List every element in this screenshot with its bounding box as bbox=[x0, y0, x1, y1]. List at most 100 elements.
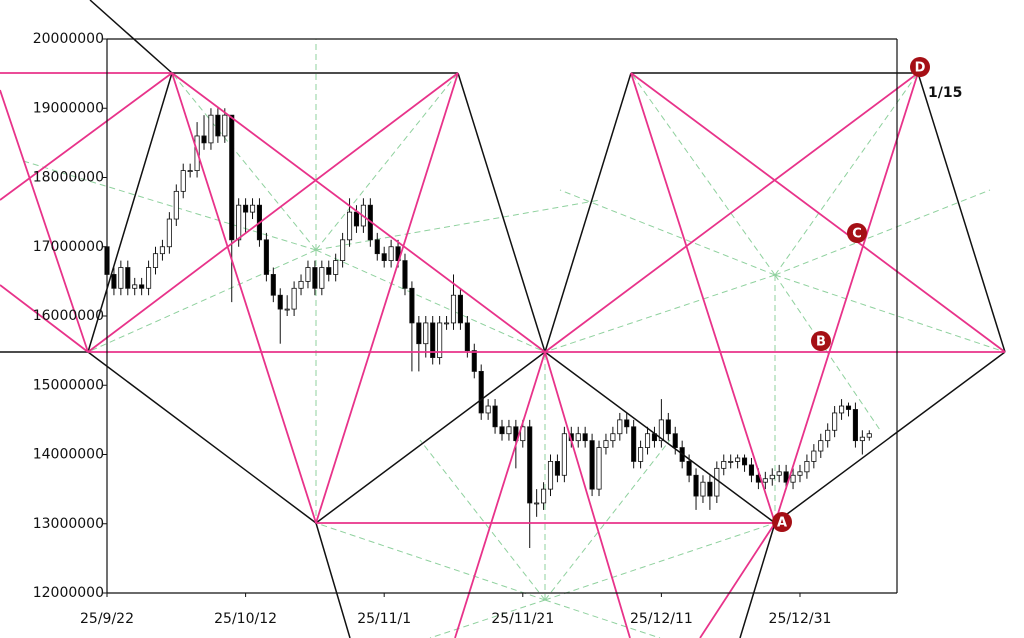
candle-body bbox=[818, 440, 824, 452]
candle-body bbox=[845, 405, 852, 410]
y-tick-label: 17000000 bbox=[33, 239, 104, 255]
y-tick-label: 15000000 bbox=[33, 377, 104, 393]
annotation-label: B bbox=[816, 335, 826, 350]
candle-body bbox=[305, 267, 311, 282]
candle-body bbox=[541, 488, 547, 504]
y-tick-label: 20000000 bbox=[33, 31, 104, 47]
candle-body bbox=[638, 447, 644, 462]
annotation-marker bbox=[847, 223, 867, 243]
candle-body bbox=[333, 260, 339, 275]
candle-body bbox=[444, 322, 450, 325]
candle-body bbox=[665, 419, 671, 435]
candle-body bbox=[520, 426, 526, 442]
candle-body bbox=[506, 426, 512, 435]
candle-body bbox=[471, 350, 477, 372]
candle-body bbox=[589, 440, 595, 490]
candle-body bbox=[561, 433, 567, 476]
candle-body bbox=[346, 211, 353, 241]
candle-body bbox=[714, 467, 720, 497]
annotation-marker bbox=[811, 331, 831, 351]
candle-body bbox=[118, 267, 124, 289]
candles bbox=[104, 108, 872, 548]
candle-body bbox=[402, 260, 408, 289]
candle-body bbox=[152, 253, 159, 268]
candle-body bbox=[423, 322, 429, 345]
candle-body bbox=[381, 253, 387, 262]
candle-body bbox=[596, 447, 602, 490]
y-tick-label: 13000000 bbox=[33, 516, 104, 532]
candle-body bbox=[804, 461, 810, 473]
candle-body bbox=[776, 471, 782, 476]
candle-body bbox=[547, 461, 554, 490]
y-tick-label: 14000000 bbox=[33, 447, 104, 463]
candle-body bbox=[610, 433, 616, 442]
candle-body bbox=[762, 478, 768, 483]
candle-body bbox=[478, 370, 484, 414]
candle-body bbox=[624, 419, 630, 428]
candle-body bbox=[340, 239, 346, 261]
candle-body bbox=[353, 211, 360, 227]
y-tick-label: 12000000 bbox=[33, 585, 104, 601]
candle-body bbox=[554, 461, 560, 476]
candle-body bbox=[416, 322, 422, 345]
annotation-label: C bbox=[852, 227, 862, 242]
candle-body bbox=[631, 426, 637, 462]
candle-body bbox=[291, 287, 297, 310]
candle-body bbox=[270, 274, 276, 296]
candle-body bbox=[457, 294, 463, 324]
y-tick-label: 16000000 bbox=[33, 308, 104, 324]
candle-body bbox=[513, 426, 519, 442]
candle-body bbox=[527, 426, 533, 504]
x-tick-label: 25/9/22 bbox=[80, 611, 134, 627]
overlay-guides bbox=[19, 39, 1006, 638]
candle-body bbox=[180, 170, 186, 192]
candle-body bbox=[672, 433, 678, 448]
candle-body bbox=[125, 267, 131, 289]
y-tick-label: 19000000 bbox=[33, 100, 104, 116]
candle-body bbox=[811, 450, 817, 462]
candle-body bbox=[603, 440, 609, 448]
candle-body bbox=[464, 322, 470, 352]
candle-body bbox=[839, 405, 845, 414]
candle-body bbox=[769, 474, 775, 480]
x-tick-label: 25/11/1 bbox=[357, 611, 411, 627]
candle-body bbox=[832, 412, 838, 431]
candle-body bbox=[728, 461, 734, 463]
candle-body bbox=[437, 322, 443, 358]
candle-body bbox=[582, 433, 588, 442]
candle-body bbox=[312, 267, 318, 289]
candle-body bbox=[485, 405, 491, 414]
candle-body bbox=[617, 419, 623, 435]
x-tick-label: 25/12/11 bbox=[630, 611, 693, 627]
candle-body bbox=[430, 322, 436, 358]
candle-body bbox=[707, 481, 713, 497]
candle-body bbox=[686, 461, 692, 476]
candle-body bbox=[187, 170, 193, 172]
annotation-marker bbox=[910, 57, 930, 77]
candle-body bbox=[326, 267, 332, 275]
y-tick-label: 18000000 bbox=[33, 170, 104, 186]
annotation-marker bbox=[772, 512, 792, 532]
x-tick-label: 25/12/31 bbox=[769, 611, 832, 627]
annotation-label: 1/15 bbox=[928, 85, 962, 101]
candle-body bbox=[575, 433, 581, 442]
x-tick-label: 25/11/21 bbox=[491, 611, 554, 627]
annotation-label: D bbox=[915, 61, 926, 76]
candle-body bbox=[263, 239, 269, 275]
candle-body bbox=[499, 426, 505, 435]
candle-body bbox=[388, 246, 394, 262]
x-tick-label: 25/10/12 bbox=[214, 611, 277, 627]
candle-body bbox=[166, 218, 172, 248]
candle-body bbox=[492, 405, 498, 428]
candle-body bbox=[284, 308, 290, 311]
annotation-label: A bbox=[777, 516, 787, 531]
candle-body bbox=[215, 114, 221, 137]
candle-body bbox=[208, 114, 214, 144]
candle-body bbox=[450, 294, 457, 324]
candle-body bbox=[852, 409, 858, 442]
candle-body bbox=[159, 246, 165, 255]
candle-body bbox=[825, 429, 831, 442]
candle-body bbox=[658, 419, 664, 442]
candle-body bbox=[201, 135, 207, 144]
